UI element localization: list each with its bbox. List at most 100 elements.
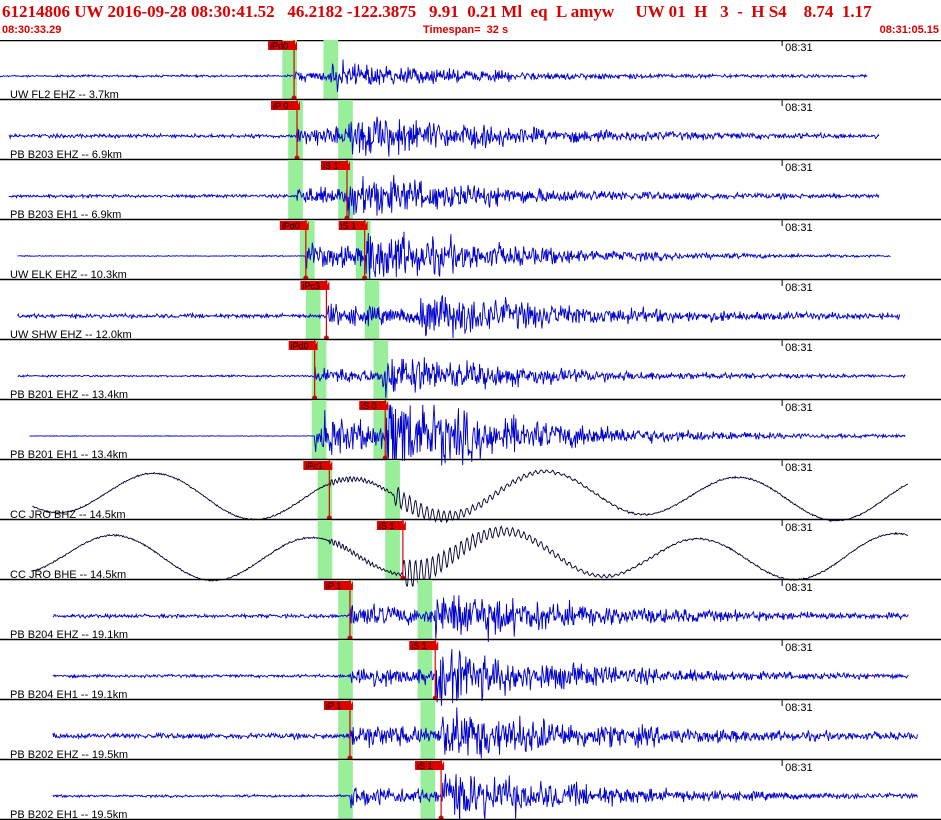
seismogram-panel[interactable]: iPd0 08:31 UW FL2 EHZ -- 3.7km iP 0 08:31 PB … <box>0 40 941 820</box>
waveform <box>17 357 906 398</box>
trace-row[interactable]: iPd0 08:31 PB B201 EHZ -- 13.4km <box>0 340 941 401</box>
trace-row[interactable]: iPc1 08:31 CC JRO BHZ -- 14.5km <box>0 460 941 524</box>
p-window <box>288 100 303 160</box>
time-tick-label: 08:31 <box>785 222 813 234</box>
start-time: 08:30:33.29 <box>2 24 62 36</box>
time-tick-label: 08:31 <box>785 282 813 294</box>
pick-flag[interactable] <box>271 101 299 110</box>
s-window <box>373 340 389 400</box>
pick-flag[interactable] <box>376 521 404 530</box>
trace-label: UW FL2 EHZ -- 3.7km <box>10 89 119 101</box>
trace-row[interactable]: iS 0 08:31 PB B201 EH1 -- 13.4km <box>0 400 941 467</box>
pick-label: iPd0 <box>282 221 300 231</box>
s-window <box>420 700 436 760</box>
s-window <box>417 580 433 640</box>
trace-row[interactable]: iP 0 08:31 PB B203 EHZ -- 6.9km <box>0 100 941 161</box>
trace-row[interactable]: iPd0 08:31 UW FL2 EHZ -- 3.7km <box>0 40 941 101</box>
pick-label: iS 1 <box>323 161 339 171</box>
trace-row[interactable]: iPc3 08:31 UW SHW EHZ -- 12.0km <box>0 280 941 341</box>
s-window <box>355 220 371 280</box>
pick-flag[interactable] <box>288 341 316 350</box>
pick-label: iS 1 <box>379 521 395 531</box>
waveform <box>8 174 880 217</box>
trace-label: CC JRO BHZ -- 14.5km <box>10 509 126 521</box>
p-window <box>311 340 327 400</box>
waveform <box>52 707 918 759</box>
pick-flag-tip <box>433 641 439 650</box>
waveform <box>52 648 909 706</box>
waveform <box>17 231 891 280</box>
trace-label: PB B201 EHZ -- 13.4km <box>10 389 128 401</box>
trace-label: PB B204 EH1 -- 19.1km <box>10 689 127 701</box>
p-window <box>282 40 298 100</box>
p-window <box>299 220 315 280</box>
waveform <box>8 116 880 157</box>
trace-row[interactable]: iS 1 08:31 PB B202 EH1 -- 19.5km <box>0 760 941 820</box>
pick-flag-tip <box>312 341 318 350</box>
trace-label: PB B203 EH1 -- 6.9km <box>10 209 121 221</box>
waveform <box>32 469 909 524</box>
time-tick-label: 08:31 <box>785 642 813 654</box>
trace-label: PB B203 EHZ -- 6.9km <box>10 149 122 161</box>
pick-flag[interactable] <box>300 281 328 290</box>
s-window <box>420 760 436 820</box>
pick-flag-tip <box>295 101 301 110</box>
pick-label: iP 0 <box>273 101 288 111</box>
pick-flag[interactable] <box>359 401 387 410</box>
waveform <box>52 595 909 643</box>
p-window <box>305 280 321 340</box>
pick-flag[interactable] <box>279 221 307 230</box>
pick-label: iPd0 <box>291 341 309 351</box>
p-window <box>338 700 353 760</box>
pick-flag[interactable] <box>323 701 351 710</box>
time-tick-label: 08:31 <box>785 762 813 774</box>
event-header: 61214806 UW 2016-09-28 08:30:41.52 46.21… <box>0 0 941 40</box>
s-window <box>385 520 400 580</box>
pick-flag-tip <box>400 521 406 530</box>
waveform <box>29 404 906 467</box>
pick-flag[interactable] <box>338 221 366 230</box>
p-window <box>317 520 333 580</box>
trace-label: UW SHW EHZ -- 12.0km <box>10 329 132 341</box>
pick-flag-tip <box>303 221 309 230</box>
trace-row[interactable]: iS 1 08:31 PB B203 EH1 -- 6.9km <box>0 160 941 221</box>
pick-flag-tip <box>344 161 350 170</box>
pick-flag-tip <box>292 41 298 50</box>
time-tick-label: 08:31 <box>785 702 813 714</box>
trace-row[interactable]: iS 1 08:31 PB B204 EH1 -- 19.1km <box>0 640 941 706</box>
pick-flag-tip <box>383 401 389 410</box>
event-summary: 61214806 UW 2016-09-28 08:30:41.52 46.21… <box>2 2 872 21</box>
pick-flag[interactable] <box>323 581 351 590</box>
time-tick-label: 08:31 <box>785 162 813 174</box>
pick-label: iPd0 <box>270 41 288 51</box>
time-tick-label: 08:31 <box>785 402 813 414</box>
pick-label: iP 1 <box>326 701 341 711</box>
pick-flag[interactable] <box>415 761 443 770</box>
trace-label: CC JRO BHE -- 14.5km <box>10 569 126 581</box>
pick-flag-tip <box>327 461 333 470</box>
pick-label: iS 1 <box>411 641 427 651</box>
time-tick-label: 08:31 <box>785 582 813 594</box>
trace-label: PB B201 EH1 -- 13.4km <box>10 449 127 461</box>
waveform <box>17 295 901 339</box>
pick-flag[interactable] <box>320 161 348 170</box>
trace-row[interactable]: iPd0 iS 1 08:31 UW ELK EHZ -- 10.3km <box>0 220 941 281</box>
p-window <box>338 760 353 820</box>
timespan-label: Timespan= 32 s <box>423 24 509 36</box>
waveform <box>0 59 868 93</box>
time-tick-label: 08:31 <box>785 342 813 354</box>
trace-label: PB B204 EHZ -- 19.1km <box>10 629 128 641</box>
pick-flag[interactable] <box>303 461 331 470</box>
trace-row[interactable]: iS 1 08:31 CC JRO BHE -- 14.5km <box>0 520 941 587</box>
trace-row[interactable]: iP 1 08:31 PB B204 EHZ -- 19.1km <box>0 580 941 643</box>
pick-flag[interactable] <box>268 41 296 50</box>
trace-label: PB B202 EHZ -- 19.5km <box>10 749 128 761</box>
pick-label: iS 1 <box>417 761 433 771</box>
pick-flag[interactable] <box>409 641 437 650</box>
trace-row[interactable]: iP 1 08:31 PB B202 EHZ -- 19.5km <box>0 700 941 761</box>
trace-label: PB B202 EH1 -- 19.5km <box>10 809 127 820</box>
p-window <box>288 160 303 220</box>
s-window <box>417 640 433 700</box>
pick-flag-tip <box>324 281 330 290</box>
end-time: 08:31:05.15 <box>879 24 939 36</box>
